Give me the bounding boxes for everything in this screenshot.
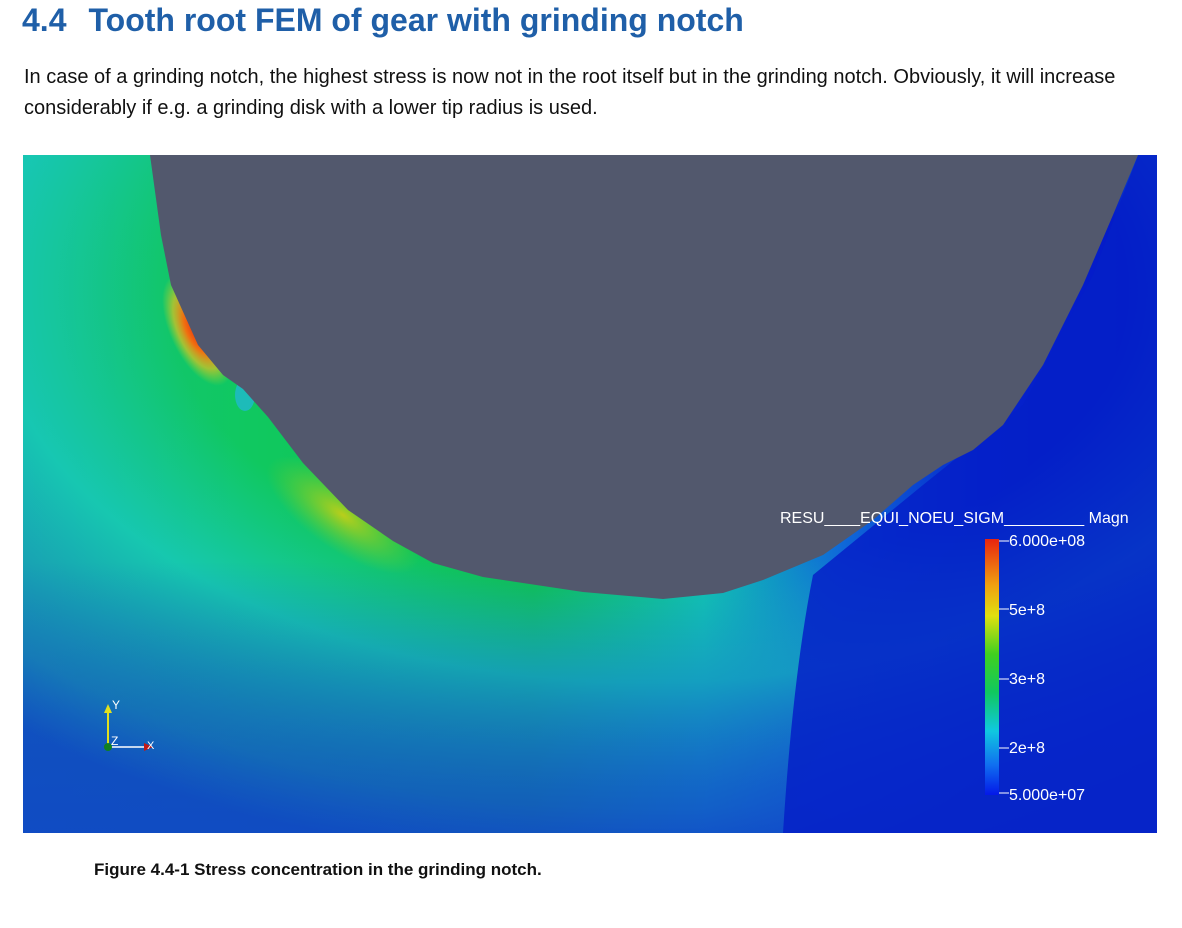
axes-triad: Y Z X xyxy=(104,698,155,752)
section-heading: 4.4 Tooth root FEM of gear with grinding … xyxy=(22,2,744,39)
section-title: Tooth root FEM of gear with grinding not… xyxy=(88,2,744,38)
body-paragraph: In case of a grinding notch, the highest… xyxy=(24,66,1116,119)
color-scale-bar xyxy=(985,539,999,795)
axis-x-label: X xyxy=(147,740,155,752)
low-stress-region xyxy=(783,155,1157,833)
legend-title: RESU____EQUI_NOEU_SIGM_________ Magn xyxy=(780,510,1129,527)
scale-tick-2e8: 2e+8 xyxy=(1009,740,1045,757)
scale-tick-3e8: 3e+8 xyxy=(1009,671,1045,688)
fem-stress-figure: RESU____EQUI_NOEU_SIGM_________ Magn 6.0… xyxy=(23,155,1157,833)
fem-stress-plot: RESU____EQUI_NOEU_SIGM_________ Magn 6.0… xyxy=(23,155,1157,833)
section-number: 4.4 xyxy=(22,2,67,38)
color-scale-ticks xyxy=(999,540,1009,794)
yellow-stress-band xyxy=(266,455,420,575)
gear-body xyxy=(150,155,1138,599)
scale-tick-min: 5.000e+07 xyxy=(1009,787,1085,804)
axis-y-label: Y xyxy=(112,698,120,712)
figure-caption: Figure 4.4-1 Stress concentration in the… xyxy=(94,860,542,879)
scale-tick-max: 6.000e+08 xyxy=(1009,533,1085,550)
axis-z-label: Z xyxy=(111,734,118,748)
scale-tick-5e8: 5e+8 xyxy=(1009,602,1045,619)
